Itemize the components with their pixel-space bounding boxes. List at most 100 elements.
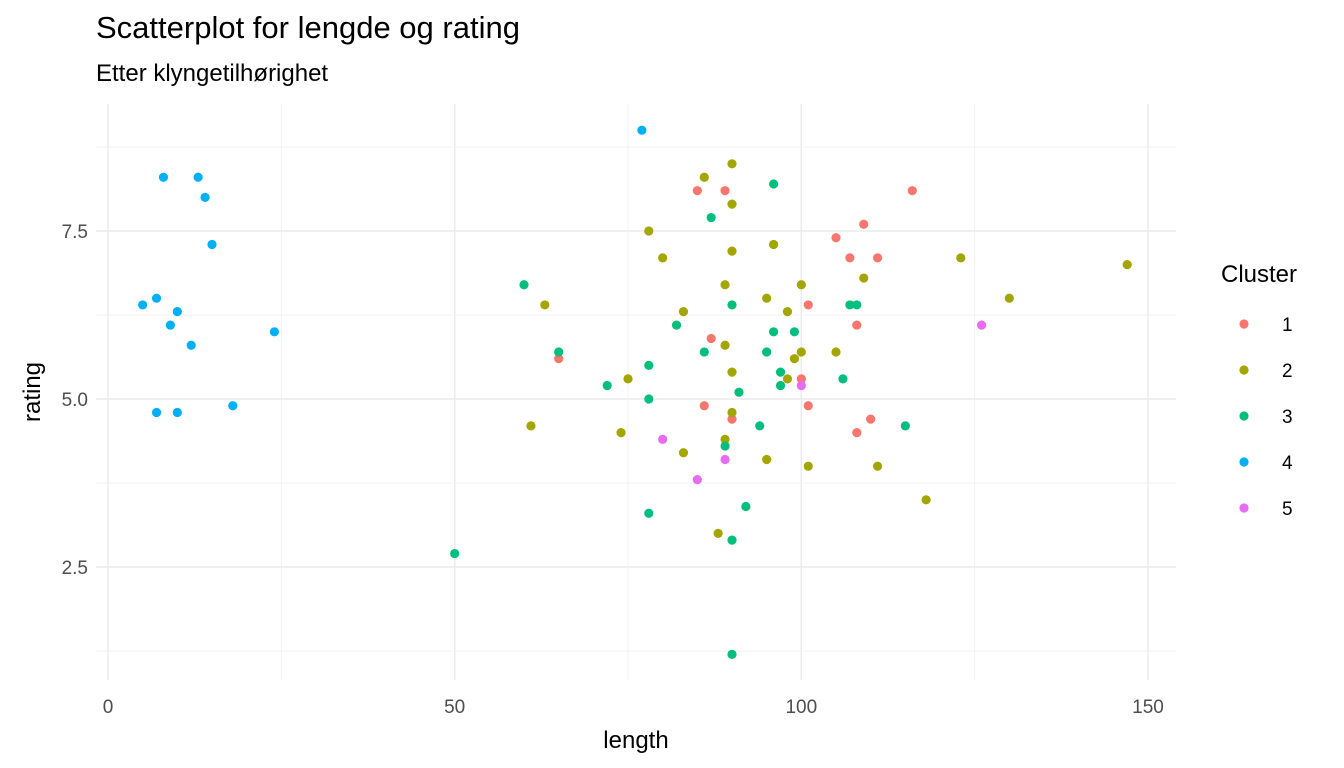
data-point-cluster-3 (900, 421, 910, 431)
data-point-cluster-2 (658, 253, 668, 263)
data-point-cluster-3 (644, 394, 654, 404)
data-point-cluster-5 (692, 475, 702, 485)
data-point-cluster-2 (1004, 293, 1014, 303)
data-point-cluster-2 (782, 374, 793, 384)
data-point-cluster-3 (706, 212, 716, 223)
data-point-cluster-4 (200, 192, 210, 202)
data-point-cluster-5 (658, 434, 668, 444)
legend-key-4 (1239, 457, 1249, 467)
data-point-cluster-3 (727, 300, 737, 310)
data-point-cluster-4 (207, 239, 217, 250)
data-point-cluster-2 (678, 307, 689, 317)
data-point-cluster-4 (172, 407, 182, 418)
data-point-cluster-1 (873, 253, 883, 263)
data-point-cluster-4 (186, 340, 196, 350)
data-point-cluster-3 (838, 374, 848, 384)
legend-label-1: 1 (1282, 315, 1293, 336)
data-point-cluster-2 (699, 172, 709, 182)
data-point-cluster-2 (727, 367, 737, 377)
data-point-cluster-4 (151, 293, 162, 303)
y-tick-label: 5.0 (62, 390, 88, 411)
data-point-cluster-1 (706, 333, 716, 344)
data-point-cluster-3 (741, 501, 751, 512)
data-point-cluster-2 (782, 307, 793, 317)
legend-key-1 (1239, 319, 1249, 329)
data-point-cluster-2 (831, 347, 841, 357)
data-point-cluster-2 (796, 280, 806, 290)
data-point-cluster-3 (727, 535, 737, 545)
data-point-cluster-1 (852, 428, 862, 438)
data-point-cluster-3 (789, 327, 800, 337)
legend-label-4: 4 (1282, 453, 1293, 474)
data-point-cluster-1 (845, 253, 855, 263)
data-point-cluster-4 (269, 327, 279, 337)
data-point-cluster-2 (727, 159, 737, 169)
data-point-cluster-1 (554, 354, 564, 364)
data-point-cluster-2 (1122, 260, 1132, 270)
grid-lines (96, 104, 1176, 680)
legend-key-2 (1239, 365, 1249, 375)
data-point-cluster-3 (450, 548, 460, 559)
data-point-cluster-1 (796, 374, 806, 384)
legend: Cluster 1 2 3 4 5 (1221, 261, 1297, 520)
legend-label-3: 3 (1282, 407, 1293, 428)
data-point-cluster-2 (526, 421, 536, 431)
data-point-cluster-4 (637, 125, 647, 135)
y-axis-ticks: 2.5 5.0 7.5 (62, 222, 88, 579)
x-axis-title: length (603, 727, 668, 754)
data-point-cluster-4 (151, 407, 162, 418)
data-point-cluster-2 (796, 347, 806, 357)
data-point-cluster-1 (831, 233, 841, 243)
data-point-cluster-5 (977, 320, 987, 330)
data-point-cluster-3 (671, 320, 682, 330)
data-point-cluster-2 (956, 253, 966, 263)
data-point-cluster-1 (692, 186, 702, 196)
data-point-cluster-2 (921, 495, 931, 505)
data-point-cluster-2 (616, 428, 626, 438)
data-point-cluster-3 (775, 367, 786, 377)
data-point-cluster-2 (789, 354, 800, 364)
legend-label-5: 5 (1282, 499, 1293, 520)
data-point-cluster-3 (769, 179, 779, 189)
data-point-cluster-2 (678, 448, 689, 458)
data-point-cluster-2 (713, 528, 723, 539)
data-point-cluster-2 (727, 199, 737, 209)
data-point-cluster-4 (165, 320, 175, 330)
data-point-cluster-1 (803, 401, 813, 411)
data-point-cluster-2 (720, 340, 730, 350)
data-point-cluster-2 (762, 293, 772, 303)
data-point-cluster-1 (866, 414, 876, 424)
x-tick-label: 150 (1132, 697, 1164, 718)
x-axis-ticks: 0 50 100 150 (103, 697, 1164, 718)
data-point-cluster-4 (158, 172, 169, 182)
data-point-cluster-2 (727, 407, 737, 418)
data-point-cluster-3 (775, 380, 786, 391)
x-tick-label: 100 (785, 697, 817, 718)
data-point-cluster-3 (644, 508, 654, 518)
y-tick-label: 7.5 (62, 222, 88, 243)
data-point-cluster-1 (852, 320, 862, 330)
data-point-cluster-1 (859, 219, 869, 229)
data-point-cluster-2 (727, 246, 737, 256)
x-tick-label: 50 (444, 697, 465, 718)
data-point-cluster-4 (228, 401, 238, 411)
y-axis-title: rating (19, 362, 46, 422)
data-point-cluster-3 (755, 421, 765, 431)
data-point-cluster-2 (720, 434, 730, 444)
chart-subtitle: Etter klyngetilhørighet (96, 60, 329, 87)
data-point-cluster-3 (852, 300, 862, 310)
data-point-cluster-3 (734, 387, 744, 397)
y-tick-label: 2.5 (62, 558, 88, 579)
data-point-cluster-2 (769, 239, 779, 250)
data-point-cluster-3 (727, 649, 737, 659)
chart-title: Scatterplot for lengde og rating (96, 10, 520, 45)
data-point-cluster-3 (769, 327, 779, 337)
legend-key-3 (1239, 411, 1249, 421)
data-point-cluster-5 (720, 454, 730, 465)
data-point-cluster-2 (644, 226, 654, 236)
data-point-cluster-2 (873, 461, 883, 471)
data-point-cluster-2 (623, 374, 633, 384)
data-point-cluster-3 (720, 441, 730, 451)
data-point-cluster-1 (907, 186, 917, 196)
